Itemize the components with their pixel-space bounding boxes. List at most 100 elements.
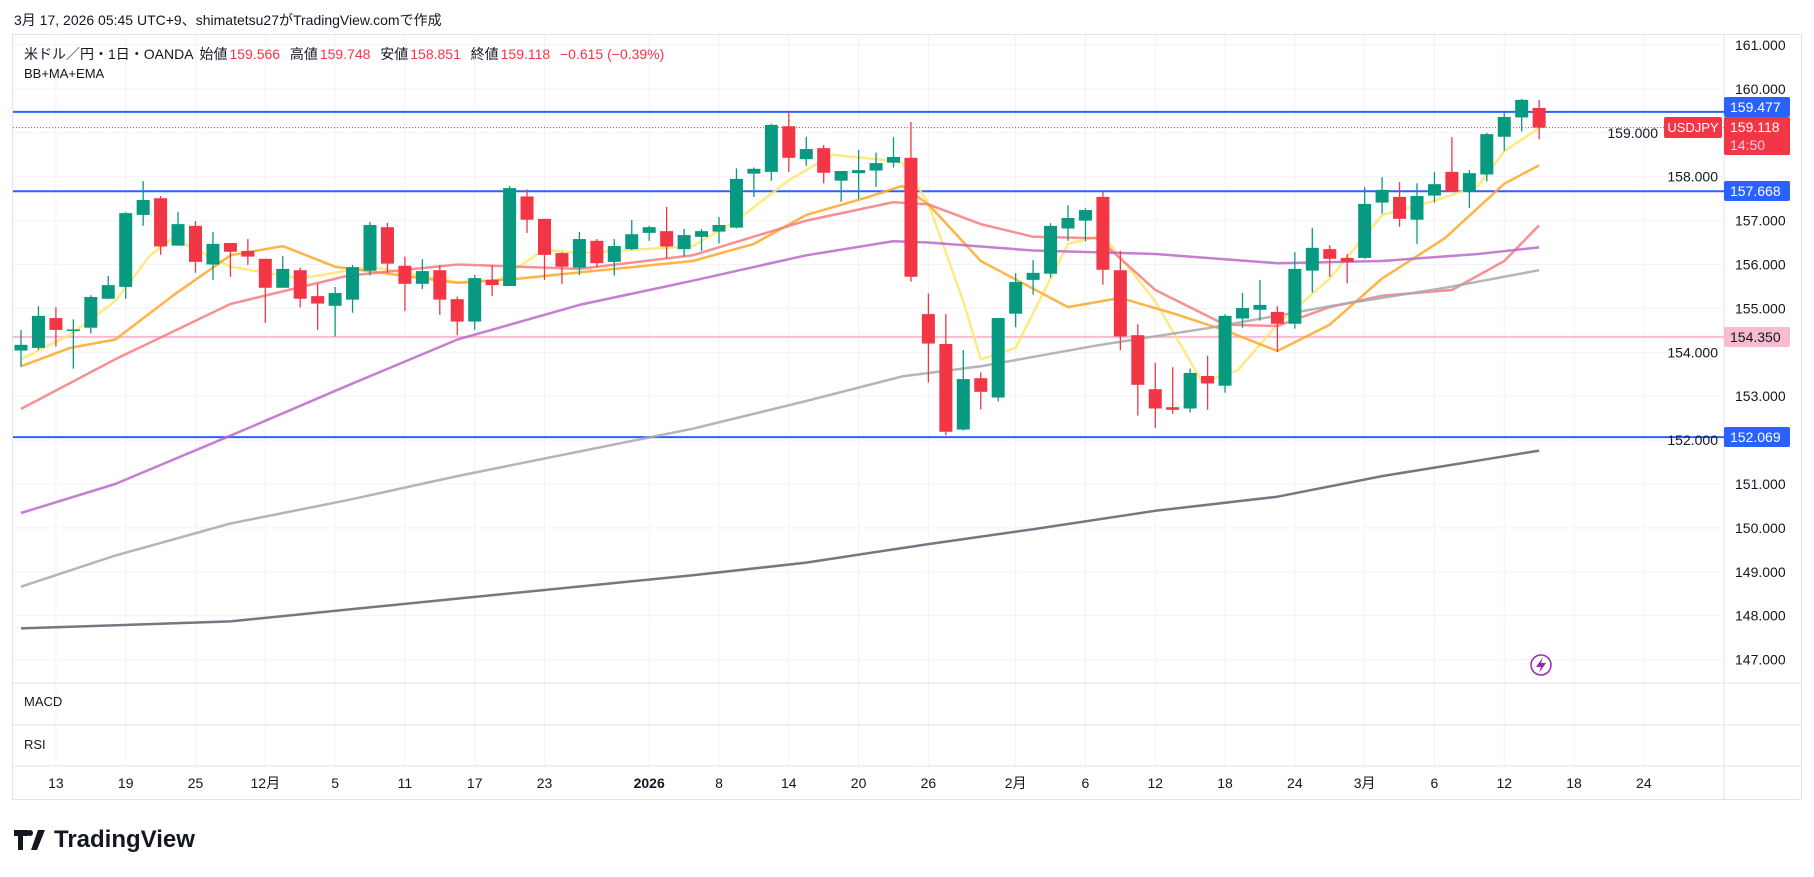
candle-body	[590, 240, 604, 264]
candle-body	[1078, 210, 1092, 221]
candle-body	[1358, 203, 1372, 258]
candle	[572, 232, 586, 276]
price-tick-label: 161.000	[1735, 37, 1786, 53]
candle	[956, 350, 970, 431]
candle-body	[956, 379, 970, 430]
candle	[119, 212, 133, 299]
time-tick-label: 19	[118, 775, 134, 791]
level-price-label: 157.668	[1724, 181, 1790, 202]
candle	[1515, 98, 1529, 132]
candle-body	[572, 239, 586, 268]
lightning-icon-bolt	[1536, 657, 1546, 673]
candle	[974, 372, 988, 410]
candle	[1131, 324, 1145, 416]
price-tick-label: 159.000	[1607, 125, 1658, 141]
chart-frame	[12, 34, 1802, 800]
candle	[1358, 187, 1372, 259]
candle-body	[1201, 376, 1215, 384]
candle-body	[363, 224, 377, 271]
candle	[1340, 253, 1354, 284]
candle-body	[189, 225, 202, 262]
candle-body	[154, 198, 168, 247]
candle	[939, 314, 953, 436]
candle-body	[817, 148, 831, 173]
candle-body	[1044, 225, 1058, 274]
ma-75-line	[20, 239, 1540, 515]
candle	[485, 264, 499, 297]
candle	[1323, 245, 1337, 277]
candle	[206, 232, 220, 280]
candle-body	[485, 279, 499, 286]
last-price: 159.118	[1730, 119, 1780, 135]
time-tick-label: 6	[1082, 775, 1090, 791]
ma-25-line	[20, 200, 1540, 411]
symbol-legend: 米ドル／円・1日・OANDA 始値 159.566 高値 159.748 安値 158…	[24, 44, 666, 64]
candle-body	[1340, 257, 1354, 262]
tradingview-logo[interactable]: TradingView	[14, 826, 195, 854]
price-tick-label: 154.000	[1667, 344, 1718, 360]
price-tick-label: 152.000	[1667, 432, 1718, 448]
symbol-name[interactable]: 米ドル／円・1日・OANDA	[24, 46, 194, 62]
time-tick-label: 12	[1496, 775, 1512, 791]
candle-body	[729, 178, 743, 228]
candle	[363, 221, 377, 276]
brand-name: TradingView	[54, 826, 195, 853]
candle-body	[66, 329, 80, 331]
candle-body	[415, 271, 429, 284]
time-tick-label: 2026	[634, 775, 665, 791]
rsi-pane-label[interactable]: RSI	[24, 737, 46, 752]
time-tick-label: 6	[1431, 775, 1439, 791]
price-chart[interactable]: 13 19 25 12月 5 11 17 23 2026 8 14 20 26 2月 6 12 18 24 3月 6 1…	[0, 0, 1814, 810]
change-value: −0.615 (−0.39%)	[560, 46, 665, 62]
candle	[450, 296, 464, 336]
candle-body	[747, 168, 761, 174]
candle-body	[1480, 134, 1494, 175]
candle-body	[974, 378, 988, 392]
candle-body	[904, 157, 918, 277]
time-tick-label: 20	[851, 775, 867, 791]
close-value: 159.118	[500, 46, 551, 62]
candle	[1462, 170, 1476, 208]
candle-body	[660, 231, 674, 247]
candle-body	[1096, 196, 1110, 270]
chart-caption: 3月 17, 2026 05:45 UTC+9、shimatetsu27がTra…	[14, 12, 442, 28]
time-tick-label: 24	[1636, 775, 1652, 791]
candle	[642, 225, 656, 241]
time-tick-label: 12	[1147, 775, 1163, 791]
open-value: 159.566	[229, 46, 281, 62]
candle-body	[433, 270, 447, 300]
open-label: 始値	[199, 46, 228, 62]
ema-mid-line	[20, 164, 1540, 368]
candle-body	[1148, 389, 1162, 409]
candle-body	[1183, 372, 1197, 409]
candle	[1026, 260, 1040, 295]
candle-body	[625, 234, 639, 250]
macd-pane-label[interactable]: MACD	[24, 694, 63, 709]
candle	[729, 168, 743, 229]
price-tick-label: 156.000	[1735, 257, 1786, 273]
candle	[84, 295, 98, 334]
candle	[31, 306, 45, 351]
candle-body	[241, 250, 255, 257]
time-tick-label: 2月	[1005, 775, 1027, 791]
candle-body	[293, 270, 307, 299]
lightning-icon	[1530, 654, 1552, 676]
candle	[293, 267, 307, 308]
price-tick-label: 149.000	[1735, 564, 1786, 580]
candle-body	[1270, 311, 1284, 324]
indicator-legend[interactable]: BB+MA+EMA	[24, 66, 105, 81]
ma-200-line	[20, 449, 1540, 630]
time-tick-label: 8	[715, 775, 723, 791]
candle	[1096, 191, 1110, 285]
candle-body	[1026, 272, 1040, 280]
candle	[747, 167, 761, 197]
candle-body	[852, 170, 866, 174]
candle-body	[1497, 116, 1511, 137]
candle-body	[1515, 99, 1529, 118]
candle-body	[939, 343, 953, 432]
candle	[625, 220, 639, 251]
candle	[468, 275, 482, 330]
candle-body	[1445, 171, 1459, 192]
tradingview-logo-icon	[14, 830, 45, 850]
candle	[66, 319, 80, 369]
